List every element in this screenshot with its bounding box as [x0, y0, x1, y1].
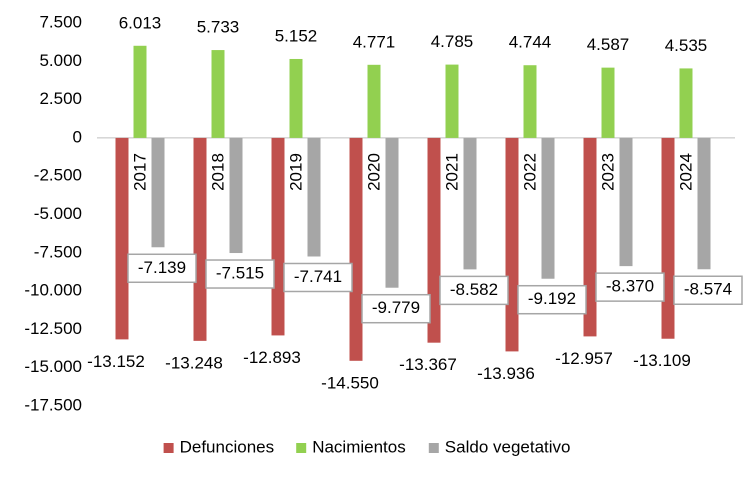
y-tick-label: -10.000 [24, 281, 82, 300]
bar [193, 137, 207, 341]
bar [697, 137, 711, 270]
bar [229, 137, 243, 254]
bar [307, 137, 321, 257]
x-tick-label: 2023 [598, 153, 617, 191]
legend-label: Defunciones [180, 437, 275, 456]
data-label: 4.785 [431, 32, 474, 51]
bar [133, 45, 147, 138]
data-label: 5.733 [197, 18, 240, 37]
data-label: -12.893 [243, 348, 301, 367]
data-label: -7.515 [216, 264, 264, 283]
data-label: -12.957 [555, 349, 613, 368]
y-tick-label: -7.500 [34, 242, 82, 261]
bar [271, 137, 285, 336]
bar [541, 137, 555, 279]
bar [463, 137, 477, 270]
y-tick-label: -2.500 [34, 166, 82, 185]
data-label: 4.744 [509, 33, 552, 52]
data-label: -7.139 [138, 258, 186, 277]
label-box [673, 275, 743, 306]
x-tick-label: 2019 [286, 153, 305, 191]
bar [151, 137, 165, 248]
data-label: -14.550 [321, 373, 379, 392]
data-label: 4.587 [587, 35, 630, 54]
label-box [595, 272, 665, 302]
data-label: -13.936 [477, 364, 535, 383]
data-label: 4.535 [665, 36, 708, 55]
bar [523, 65, 537, 138]
label-box [517, 284, 587, 315]
data-label: -8.370 [606, 277, 654, 296]
data-label: -13.367 [399, 355, 457, 374]
y-tick-label: -15.000 [24, 357, 82, 376]
data-label: -13.152 [87, 352, 145, 371]
y-tick-label: -5.000 [34, 204, 82, 223]
data-label: -8.574 [684, 280, 732, 299]
y-tick-label: -17.500 [24, 395, 82, 414]
x-tick-label: 2024 [676, 153, 695, 191]
data-label: 5.152 [275, 26, 318, 45]
data-label: -7.741 [294, 267, 342, 286]
x-tick-label: 2022 [520, 153, 539, 191]
legend-swatch [296, 443, 307, 453]
x-tick-label: 2018 [208, 153, 227, 191]
legend-label: Nacimientos [312, 437, 406, 456]
label-box [439, 275, 509, 306]
legend-swatch [428, 443, 439, 453]
bar [385, 137, 399, 288]
bar [115, 137, 129, 340]
bar [661, 137, 675, 339]
data-label: -9.779 [372, 298, 420, 317]
data-label: 4.771 [353, 32, 396, 51]
data-label: -8.582 [450, 280, 498, 299]
data-label: -9.192 [528, 289, 576, 308]
bar [289, 58, 303, 138]
bar [619, 137, 633, 267]
x-tick-label: 2021 [442, 153, 461, 191]
bar [349, 137, 363, 361]
bar [601, 67, 615, 138]
label-box [361, 293, 431, 324]
label-box [127, 253, 197, 284]
bar [505, 137, 519, 352]
y-tick-label: 5.000 [39, 51, 82, 70]
data-label: 6.013 [119, 13, 162, 32]
x-tick-label: 2017 [130, 153, 149, 191]
bar [427, 137, 441, 343]
bar [679, 68, 693, 138]
label-box [205, 259, 275, 289]
legend-label: Saldo vegetativo [445, 437, 571, 456]
y-tick-label: -12.500 [24, 319, 82, 338]
bar [445, 64, 459, 138]
y-tick-label: 0 [73, 127, 82, 146]
data-label: -13.109 [633, 351, 691, 370]
data-label: -13.248 [165, 353, 223, 372]
legend-swatch [163, 443, 174, 453]
bar [211, 50, 225, 138]
x-tick-label: 2020 [364, 153, 383, 191]
label-box [283, 262, 353, 293]
bar [367, 64, 381, 138]
y-tick-label: 7.500 [39, 12, 82, 31]
y-tick-label: 2.500 [39, 89, 82, 108]
